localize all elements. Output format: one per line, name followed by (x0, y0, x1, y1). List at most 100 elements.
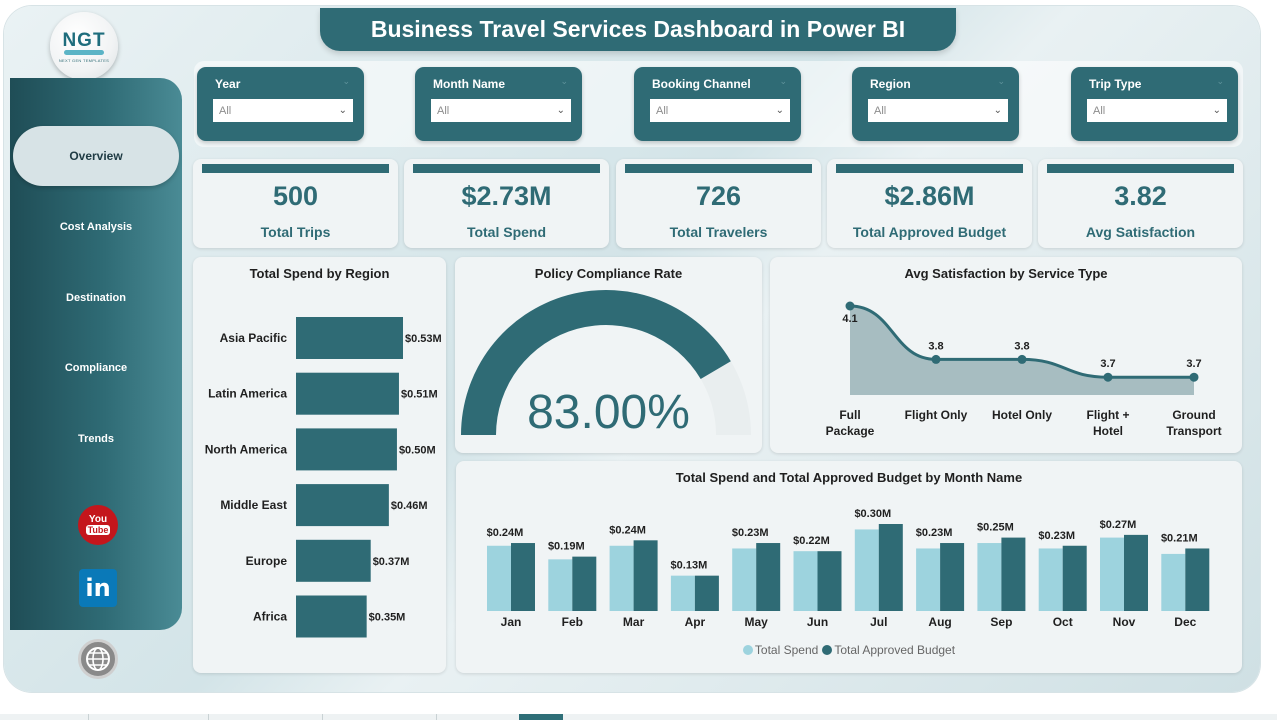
region-dropdown[interactable]: All ⌄ (868, 99, 1008, 122)
satisfaction-category-label: Transport (1166, 424, 1221, 438)
slicer-label: Region (870, 77, 911, 91)
chevron-down-icon[interactable]: ⌄ (1216, 76, 1224, 86)
chart-title: Avg Satisfaction by Service Type (904, 266, 1108, 281)
kpi-total-travelers: 726 Total Travelers (616, 159, 821, 248)
satisfaction-category-label: Ground (1172, 408, 1215, 422)
bar-total-approved-budget (1185, 548, 1210, 611)
region-data-label: $0.50M (399, 444, 436, 456)
bar-total-approved-budget (694, 575, 719, 611)
kpi-value: 3.82 (1114, 181, 1167, 211)
year-dropdown[interactable]: All ⌄ (213, 99, 353, 122)
monthly-data-label: $0.13M (671, 560, 708, 572)
chevron-down-icon[interactable]: ⌄ (560, 76, 568, 86)
kpi-total-trips: 500 Total Trips (193, 159, 398, 248)
dropdown-value: All (656, 104, 669, 117)
monthly-chart: $0.24M Jan $0.19M Feb $0.24M Mar $0.13M Apr $0.2… (487, 508, 1210, 629)
region-bar (296, 539, 371, 582)
legend-swatch (742, 645, 753, 655)
region-data-label: $0.35M (369, 612, 406, 624)
slicer-booking-channel: Booking Channel ⌄ All ⌄ (634, 67, 801, 141)
satisfaction-data-label: 3.8 (1014, 340, 1029, 352)
satisfaction-chart-card: Avg Satisfaction by Service Type 4.1 Full… (770, 257, 1242, 453)
logo-swoosh (64, 49, 104, 55)
trip-type-dropdown[interactable]: All ⌄ (1087, 99, 1227, 122)
satisfaction-data-label: 3.7 (1186, 358, 1201, 370)
chevron-down-icon: ⌄ (993, 105, 1002, 116)
nav-destination[interactable]: Destination (66, 292, 126, 304)
logo-text: NGT (62, 29, 106, 51)
youtube-icon-top: You (88, 514, 108, 525)
bar-total-spend (916, 548, 941, 611)
month-tick-label: Aug (928, 615, 951, 629)
region-data-label: $0.37M (373, 556, 410, 568)
legend-label: Total Spend (754, 643, 819, 657)
slicer-region: Region ⌄ All ⌄ (852, 67, 1019, 141)
bar-total-approved-budget (817, 551, 842, 611)
legend-item-total-spend[interactable]: Total Spend (742, 643, 819, 657)
slicer-label: Trip Type (1089, 77, 1142, 91)
legend-label: Total Approved Budget (834, 643, 956, 657)
chevron-down-icon: ⌄ (338, 105, 347, 116)
logo-subtitle: NEXT GEN TEMPLATES (58, 57, 110, 63)
dropdown-value: All (1093, 104, 1106, 117)
satisfaction-chart: 4.1 Full Package 3.8 Flight Only 3.8 Hotel Onl… (826, 301, 1222, 438)
kpi-avg-satisfaction: 3.82 Avg Satisfaction (1038, 159, 1243, 248)
monthly-data-label: $0.27M (1100, 519, 1137, 531)
region-bar (296, 428, 397, 471)
month-tick-label: Jan (501, 615, 522, 629)
nav-overview[interactable]: Overview (13, 126, 179, 186)
dropdown-value: All (219, 104, 232, 117)
monthly-chart-card: Total Spend and Total Approved Budget by… (456, 461, 1242, 673)
booking-channel-dropdown[interactable]: All ⌄ (650, 99, 790, 122)
active-page-tab[interactable] (519, 714, 563, 720)
month-dropdown[interactable]: All ⌄ (431, 99, 571, 122)
compliance-gauge-card: Policy Compliance Rate 83.00% (455, 257, 762, 453)
region-data-label: $0.46M (391, 500, 428, 512)
nav-trends[interactable]: Trends (77, 433, 115, 445)
month-tick-label: Nov (1113, 615, 1136, 629)
kpi-accent-bar (836, 164, 1023, 173)
bar-total-spend (609, 545, 634, 611)
kpi-total-spend: $2.73M Total Spend (404, 159, 609, 248)
monthly-data-label: $0.23M (732, 527, 769, 539)
bar-total-spend (1100, 537, 1124, 611)
month-tick-label: Oct (1053, 615, 1073, 629)
compliance-gauge (461, 290, 751, 435)
kpi-value: $2.73M (461, 181, 552, 211)
legend-item-total-approved-budget[interactable]: Total Approved Budget (822, 643, 955, 657)
satisfaction-point (1103, 372, 1113, 382)
ngt-logo: NGT NEXT GEN TEMPLATES (50, 12, 118, 80)
chevron-down-icon[interactable]: ⌄ (997, 76, 1005, 86)
gauge-fill (461, 290, 731, 435)
chevron-down-icon: ⌄ (1212, 105, 1221, 116)
month-tick-label: Jul (870, 615, 887, 629)
satisfaction-point (1189, 372, 1199, 382)
linkedin-icon[interactable]: in (79, 569, 117, 607)
bar-total-approved-budget (572, 556, 597, 611)
chevron-down-icon: ⌄ (775, 105, 784, 116)
bar-total-approved-budget (756, 543, 781, 611)
chevron-down-icon[interactable]: ⌄ (779, 76, 787, 86)
kpi-value: 500 (272, 181, 319, 211)
bar-total-spend (1038, 548, 1063, 611)
nav-cost-analysis[interactable]: Cost Analysis (59, 221, 133, 233)
globe-icon[interactable] (78, 639, 118, 679)
bar-total-approved-budget (878, 524, 903, 611)
dashboard-title: Business Travel Services Dashboard in Po… (320, 8, 956, 51)
region-bar (296, 595, 367, 638)
chart-title: Policy Compliance Rate (534, 266, 683, 281)
kpi-value: $2.86M (884, 181, 975, 211)
satisfaction-area (850, 306, 1194, 395)
region-bar (296, 484, 389, 527)
slicer-trip-type: Trip Type ⌄ All ⌄ (1071, 67, 1238, 141)
dropdown-value: All (437, 104, 450, 117)
region-category-label: Asia Pacific (220, 331, 288, 345)
satisfaction-data-label: 3.8 (928, 340, 943, 352)
youtube-icon[interactable]: You Tube (78, 505, 118, 545)
nav-compliance[interactable]: Compliance (64, 362, 128, 374)
monthly-data-label: $0.23M (1038, 530, 1075, 542)
monthly-data-label: $0.24M (609, 524, 646, 536)
kpi-accent-bar (413, 164, 600, 173)
chevron-down-icon[interactable]: ⌄ (342, 76, 350, 86)
legend-swatch (822, 645, 833, 655)
